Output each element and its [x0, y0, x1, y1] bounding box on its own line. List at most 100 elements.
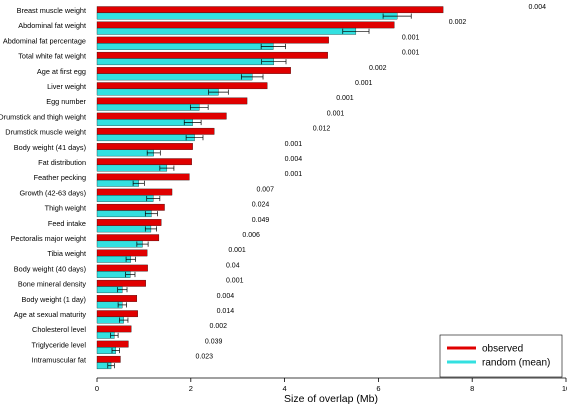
error-bar — [117, 302, 127, 308]
error-bar — [136, 241, 149, 247]
category-label: Egg number — [46, 97, 86, 106]
legend: observed random (mean) — [439, 334, 563, 378]
p-value-label: 0.04 — [226, 262, 240, 269]
category-label: Age at first egg — [37, 67, 86, 76]
p-value-label: 0.006 — [242, 232, 260, 239]
category-label: Fat distribution — [38, 158, 86, 167]
observed-bar — [96, 355, 121, 363]
error-bar — [144, 211, 158, 217]
random-bar — [96, 255, 131, 263]
p-value-label: 0.002 — [369, 65, 387, 72]
error-bar — [110, 332, 119, 338]
p-value-label: 0.001 — [327, 110, 345, 117]
p-value-label: 0.001 — [285, 171, 303, 178]
error-bar — [111, 347, 120, 354]
observed-bar — [96, 325, 132, 333]
observed-bar — [96, 158, 192, 166]
p-value-label: 0.004 — [528, 4, 546, 11]
random-bar — [96, 149, 154, 157]
error-bar — [107, 363, 115, 369]
p-value-label: 0.001 — [402, 34, 420, 41]
observed-bar — [96, 173, 190, 181]
random-bar — [96, 27, 357, 35]
random-bar — [96, 195, 154, 202]
random-bar — [96, 210, 152, 218]
observed-bar — [96, 264, 148, 272]
p-value-label: 0.004 — [285, 156, 303, 163]
category-label: Bone mineral density — [18, 280, 86, 289]
x-tick-label: 2 — [189, 384, 193, 393]
error-bar — [132, 180, 145, 186]
observed-bar — [96, 188, 173, 196]
p-value-label: 0.024 — [252, 202, 270, 209]
category-label: Growth (42-63 days) — [19, 188, 86, 197]
p-value-label: 0.002 — [210, 323, 228, 330]
random-bar — [96, 103, 200, 111]
category-label: Intramuscular fat — [32, 356, 86, 365]
observed-bar — [96, 310, 138, 318]
p-value-label: 0.012 — [313, 126, 331, 133]
random-bar — [96, 179, 139, 187]
observed-bar — [96, 219, 162, 226]
category-label: Triglyceride level — [32, 340, 87, 349]
observed-bar — [96, 97, 248, 105]
error-bar — [208, 89, 229, 95]
error-bar — [159, 165, 175, 171]
error-bar — [241, 74, 264, 80]
category-label: Abdominal fat weight — [18, 21, 86, 30]
p-value-label: 0.014 — [217, 308, 235, 315]
category-label: Tibia weight — [47, 249, 86, 258]
p-value-label: 0.007 — [256, 186, 274, 193]
category-label: Body weight (40 days) — [14, 264, 86, 273]
random-bar — [96, 73, 253, 81]
random-bar — [96, 43, 274, 50]
observed-bar — [96, 234, 160, 242]
category-label: Drumstick and thigh weight — [0, 112, 86, 121]
observed-bar — [96, 143, 193, 150]
p-value-label: 0.002 — [449, 19, 467, 26]
random-bar — [96, 12, 398, 20]
error-bar — [382, 13, 412, 19]
p-value-label: 0.001 — [336, 95, 354, 102]
category-label: Body weight (1 day) — [22, 295, 87, 304]
error-bar — [185, 135, 204, 141]
observed-bar — [96, 127, 215, 135]
category-label: Feather pecking — [34, 173, 86, 182]
observed-bar — [96, 279, 146, 287]
category-label: Age at sexual maturity — [14, 310, 87, 319]
random-bar — [96, 119, 193, 126]
error-bar — [119, 317, 129, 323]
category-label: Breast muscle weight — [17, 6, 86, 15]
random-bar — [96, 58, 274, 66]
p-value-label: 0.039 — [205, 338, 223, 345]
p-value-label: 0.004 — [217, 293, 235, 300]
category-label: Pectoralis major weight — [11, 234, 86, 243]
random-bar — [96, 134, 195, 142]
x-axis-title: Size of overlap (Mb) — [284, 393, 378, 405]
error-bar — [342, 28, 370, 34]
error-bar — [146, 150, 161, 156]
p-value-label: 0.049 — [252, 217, 270, 224]
category-label: Feed intake — [48, 219, 86, 228]
p-value-label: 0.023 — [195, 354, 213, 361]
error-bar — [146, 195, 161, 202]
observed-bar — [96, 6, 444, 14]
observed-bar — [96, 36, 329, 44]
random-bar — [96, 164, 168, 172]
p-value-label: 0.001 — [285, 141, 303, 148]
observed-bar — [96, 112, 227, 120]
legend-label-random: random (mean) — [482, 358, 550, 369]
p-value-label: 0.001 — [226, 278, 244, 285]
error-bar — [117, 287, 128, 293]
observed-bar — [96, 249, 148, 257]
observed-bar — [96, 340, 129, 348]
observed-bar — [96, 82, 268, 90]
category-label: Drumstick muscle weight — [5, 128, 86, 137]
legend-box — [439, 334, 563, 378]
x-tick-label: 6 — [376, 384, 380, 393]
x-tick-label: 8 — [470, 384, 474, 393]
x-tick-label: 10 — [562, 384, 567, 393]
observed-bar — [96, 21, 395, 29]
category-label: Cholesterol level — [32, 325, 86, 334]
observed-bar — [96, 51, 328, 59]
